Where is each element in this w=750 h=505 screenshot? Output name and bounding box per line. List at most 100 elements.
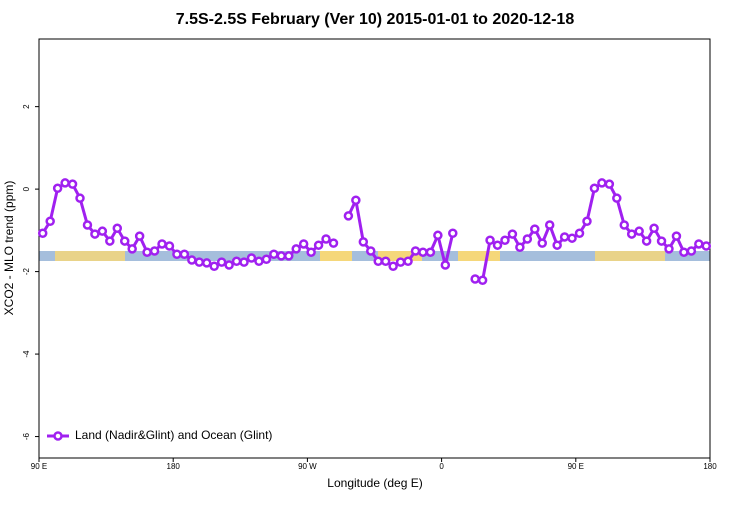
point — [149, 246, 160, 256]
point — [537, 238, 547, 248]
point — [388, 261, 398, 271]
point — [119, 236, 130, 246]
point — [619, 220, 630, 230]
point — [671, 231, 682, 241]
point — [425, 247, 436, 257]
point — [492, 240, 503, 250]
point — [530, 224, 540, 234]
point — [403, 256, 413, 267]
point — [701, 241, 712, 251]
chart-title: 7.5S-2.5S February (Ver 10) 2015-01-01 t… — [176, 11, 575, 28]
point — [60, 178, 70, 188]
point — [313, 240, 324, 250]
point — [686, 246, 697, 256]
point — [45, 216, 55, 227]
point — [358, 237, 369, 247]
y-tick-label: 2 — [22, 104, 31, 109]
point — [194, 257, 205, 267]
point — [298, 239, 309, 249]
x-tick-label: 180 — [703, 462, 717, 471]
x-tick-label: 90 E — [568, 462, 584, 471]
y-tick-label: 0 — [22, 186, 31, 191]
point — [276, 251, 287, 261]
point — [597, 178, 607, 188]
point — [679, 247, 689, 257]
point — [656, 236, 667, 246]
point — [694, 239, 704, 249]
point — [67, 179, 78, 189]
x-tick-label: 90 W — [298, 462, 317, 471]
point — [209, 261, 219, 271]
point — [649, 223, 659, 234]
point — [366, 246, 376, 256]
point — [261, 254, 272, 264]
point — [269, 249, 279, 260]
y-tick-label: -2 — [22, 267, 31, 275]
point — [574, 228, 585, 238]
point — [380, 256, 391, 267]
point — [410, 246, 421, 256]
point — [202, 258, 212, 268]
point — [284, 251, 294, 261]
point — [127, 244, 137, 254]
point — [626, 229, 637, 239]
legend-label: Land (Nadir&Glint) and Ocean (Glint) — [75, 428, 272, 442]
series-line — [41, 181, 707, 282]
point — [216, 257, 227, 267]
point — [440, 260, 451, 270]
point — [306, 247, 316, 257]
point — [239, 257, 249, 267]
point — [470, 274, 480, 284]
point — [157, 239, 167, 249]
point — [231, 256, 242, 267]
point — [582, 216, 592, 227]
y-tick-label: -4 — [22, 350, 31, 358]
point — [90, 229, 100, 239]
x-tick-label: 180 — [167, 462, 181, 471]
point — [515, 242, 525, 253]
point — [507, 229, 518, 239]
point — [179, 249, 190, 260]
point — [641, 236, 652, 246]
point — [552, 240, 562, 250]
point — [559, 232, 570, 242]
point — [604, 179, 615, 189]
point — [589, 183, 600, 194]
point — [37, 228, 48, 238]
point — [112, 223, 123, 234]
point — [328, 238, 339, 248]
point — [224, 260, 234, 270]
point — [343, 211, 354, 221]
point — [634, 226, 644, 236]
point — [75, 193, 85, 203]
x-tick-label: 0 — [439, 462, 444, 471]
point — [291, 244, 301, 254]
point — [142, 247, 152, 257]
point — [254, 256, 264, 267]
point — [448, 228, 458, 238]
point — [664, 244, 674, 254]
point — [522, 234, 533, 244]
x-tick-label: 90 E — [31, 462, 47, 471]
y-tick-label: -6 — [22, 432, 31, 440]
point — [164, 241, 175, 251]
point — [52, 183, 63, 194]
point — [105, 236, 115, 246]
point — [373, 256, 383, 267]
point — [418, 247, 428, 257]
legend-marker — [53, 431, 63, 441]
point — [82, 220, 93, 230]
point — [544, 220, 555, 230]
point — [321, 234, 331, 244]
point — [567, 233, 577, 243]
point — [485, 235, 495, 246]
point — [433, 230, 443, 241]
y-axis-label: XCO2 - MLO trend (ppm) — [2, 181, 16, 316]
point — [172, 249, 182, 260]
point — [500, 235, 510, 246]
point — [351, 195, 361, 205]
point — [246, 253, 257, 263]
point — [187, 255, 197, 265]
point — [97, 226, 108, 236]
